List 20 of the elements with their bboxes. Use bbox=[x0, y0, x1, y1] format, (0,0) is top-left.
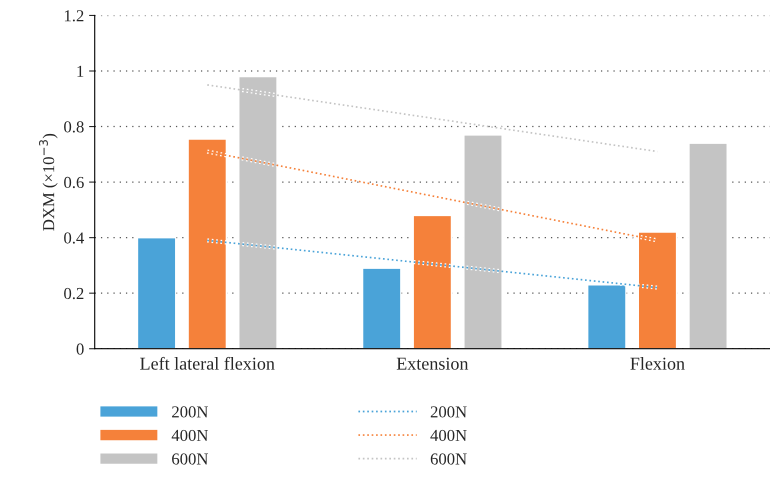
y-tick-label: 0 bbox=[76, 343, 84, 355]
y-axis-title: DXM (×10$^{−3}$) bbox=[39, 134, 58, 231]
y-tick-label: 0.6 bbox=[64, 176, 84, 188]
bar bbox=[688, 142, 728, 349]
legend-label: 400N bbox=[172, 430, 208, 442]
x-tick-label: Flexion bbox=[630, 357, 685, 370]
legend-label: 600N bbox=[172, 453, 208, 465]
bar bbox=[136, 236, 176, 349]
legend-label: 200N bbox=[172, 406, 208, 418]
bar bbox=[362, 267, 402, 349]
legend-label: 200N bbox=[430, 406, 467, 418]
y-tick-label: 0.8 bbox=[64, 121, 84, 133]
y-tick-label: 0.2 bbox=[64, 288, 84, 300]
y-tick-label: 1.2 bbox=[64, 10, 84, 22]
legend-label: 600N bbox=[430, 453, 467, 465]
y-tick-label: 0.4 bbox=[64, 232, 84, 244]
y-tick-label: 1 bbox=[77, 66, 84, 77]
legend-label: 400N bbox=[430, 430, 467, 442]
x-tick-label: Left lateral flexion bbox=[140, 356, 275, 370]
x-tick-label: Extension bbox=[396, 358, 468, 370]
